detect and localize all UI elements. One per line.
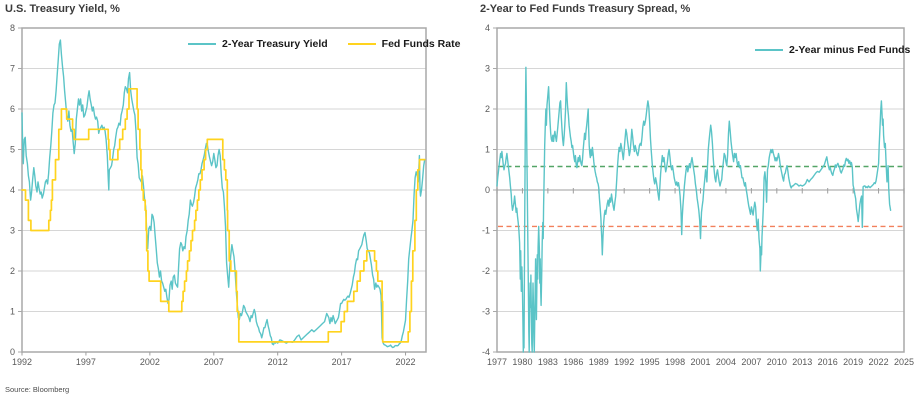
- x-tick-label: 1989: [589, 357, 609, 367]
- gold-line-swatch: [347, 42, 376, 46]
- y-tick-label: 2: [10, 266, 15, 276]
- x-tick-label: 2025: [894, 357, 914, 367]
- x-tick-label: 2022: [396, 357, 416, 367]
- x-tick-label: 2002: [140, 357, 160, 367]
- x-tick-label: 1977: [487, 357, 507, 367]
- x-tick-label: 1983: [538, 357, 558, 367]
- x-tick-label: 1980: [512, 357, 532, 367]
- x-tick-label: 2013: [792, 357, 812, 367]
- y-tick-label: -1: [482, 226, 490, 236]
- x-tick-label: 2007: [204, 357, 224, 367]
- y-tick-label: 7: [10, 64, 15, 74]
- x-tick-label: 2012: [268, 357, 288, 367]
- y-tick-label: -3: [482, 307, 490, 317]
- y-tick-label: 4: [485, 23, 490, 33]
- x-tick-label: 2022: [869, 357, 889, 367]
- legend-label: Fed Funds Rate: [381, 38, 461, 50]
- x-tick-label: 2001: [690, 357, 710, 367]
- teal-line-swatch: [755, 48, 783, 52]
- treasury-spread-chart-panel: 2-Year to Fed Funds Treasury Spread, % -…: [459, 0, 919, 380]
- series-line-2-year-treasury-yield: [21, 39, 426, 349]
- y-tick-label: 1: [10, 307, 15, 317]
- x-tick-label: 1995: [640, 357, 660, 367]
- treasury-yield-chart-panel: U.S. Treasury Yield, % 0 1 2 3 4 5 6 7 8 1992 1997…: [0, 0, 460, 380]
- legend-item-2yr-minus-fed-funds: 2-Year minus Fed Funds: [755, 44, 910, 56]
- series-line-2-year-minus-fed-funds: [496, 66, 892, 353]
- right-chart-canvas: -4 -3 -2 -1 0 1 2 3 4 1977 1980 1983 1986 1989 1992 199…: [482, 23, 914, 367]
- y-axis-ticks: 0 1 2 3 4 5 6 7 8: [10, 23, 22, 357]
- teal-line-swatch: [188, 42, 216, 46]
- y-tick-label: -4: [482, 347, 490, 357]
- series-line-fed-funds-rate: [21, 87, 426, 343]
- left-chart-title: U.S. Treasury Yield, %: [5, 3, 120, 15]
- y-tick-label: 3: [485, 64, 490, 74]
- x-axis: 1977 1980 1983 1986 1989 1992 1995 1998 2001 2004…: [487, 188, 914, 367]
- x-tick-label: 1997: [76, 357, 96, 367]
- y-tick-label: 4: [10, 185, 15, 195]
- x-tick-label: 2010: [767, 357, 787, 367]
- y-tick-label: 5: [10, 145, 15, 155]
- x-tick-label: 1986: [563, 357, 583, 367]
- y-tick-label: 2: [485, 104, 490, 114]
- x-tick-label: 2007: [741, 357, 761, 367]
- x-tick-label: 2016: [818, 357, 838, 367]
- left-chart-canvas: 0 1 2 3 4 5 6 7 8 1992 1997 2002 2007 2012 2017 2022: [10, 23, 427, 367]
- legend-item-2yr-treasury-yield: 2-Year Treasury Yield: [188, 38, 328, 50]
- legend-label: 2-Year minus Fed Funds: [789, 44, 911, 56]
- x-tick-label: 1992: [614, 357, 634, 367]
- x-axis: 1992 1997 2002 2007 2012 2017 2022: [12, 352, 416, 367]
- y-tick-label: 8: [10, 23, 15, 33]
- y-tick-label: 3: [10, 226, 15, 236]
- y-tick-label: 0: [485, 185, 490, 195]
- gridlines: [22, 68, 426, 312]
- x-tick-label: 1992: [12, 357, 32, 367]
- right-chart-legend: 2-Year minus Fed Funds: [755, 44, 910, 56]
- left-chart-legend: 2-Year Treasury Yield Fed Funds Rate: [188, 38, 460, 50]
- y-tick-label: 6: [10, 104, 15, 114]
- x-tick-label: 2004: [716, 357, 736, 367]
- right-chart-title: 2-Year to Fed Funds Treasury Spread, %: [480, 3, 691, 15]
- source-note: Source: Bloomberg: [5, 385, 70, 394]
- y-axis-ticks: -4 -3 -2 -1 0 1 2 3 4: [482, 23, 497, 357]
- legend-item-fed-funds-rate: Fed Funds Rate: [347, 38, 461, 50]
- x-tick-label: 2017: [332, 357, 352, 367]
- x-tick-label: 2019: [843, 357, 863, 367]
- y-tick-label: -2: [482, 266, 490, 276]
- legend-label: 2-Year Treasury Yield: [222, 38, 328, 50]
- x-tick-label: 1998: [665, 357, 685, 367]
- y-tick-label: 0: [10, 347, 15, 357]
- y-tick-label: 1: [485, 145, 490, 155]
